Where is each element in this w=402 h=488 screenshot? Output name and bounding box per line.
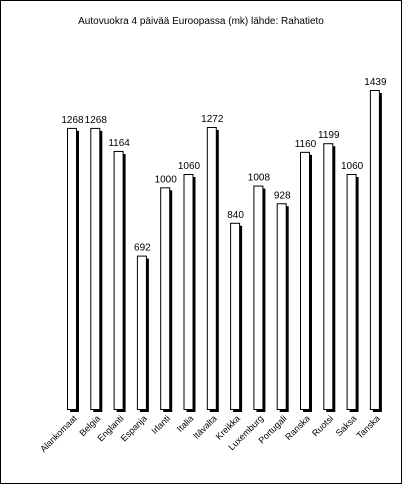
bar xyxy=(346,174,359,412)
bar xyxy=(369,90,382,412)
value-label: 928 xyxy=(274,190,291,201)
category-label: Italia xyxy=(175,413,196,434)
bar xyxy=(230,222,243,412)
bar xyxy=(253,185,266,412)
bar-face xyxy=(230,222,241,410)
value-label: 1060 xyxy=(341,161,364,172)
value-label: 1268 xyxy=(85,115,108,126)
bar-face xyxy=(90,127,101,411)
bars-layer xyxy=(67,90,382,413)
category-label: Tanska xyxy=(355,413,382,440)
bar-face xyxy=(113,150,124,411)
bar xyxy=(113,150,126,413)
category-label: Irlanti xyxy=(149,413,172,436)
value-label: 692 xyxy=(134,243,151,254)
bar xyxy=(276,203,289,412)
bar-face xyxy=(323,143,334,410)
bar xyxy=(183,174,196,412)
value-label: 1008 xyxy=(248,173,271,184)
bar xyxy=(160,187,173,412)
bar-face xyxy=(300,151,310,410)
category-label: Ruotsi xyxy=(310,413,335,438)
bar xyxy=(90,127,103,412)
category-label: Alankomaat xyxy=(38,413,79,454)
value-label: 840 xyxy=(227,210,244,221)
value-label: 1439 xyxy=(364,77,387,88)
category-label: Ranska xyxy=(283,413,312,442)
bar-face xyxy=(183,174,194,410)
bar-face xyxy=(276,203,287,410)
value-label: 1272 xyxy=(201,114,224,125)
value-label: 1164 xyxy=(108,138,130,149)
value-label: 1000 xyxy=(155,174,178,185)
bar xyxy=(136,255,149,412)
chart-title: Autovuokra 4 päivää Euroopassa (mk) lähd… xyxy=(78,16,324,27)
value-label: 1160 xyxy=(295,139,317,150)
value-label: 1199 xyxy=(318,130,340,141)
bar-face xyxy=(253,185,264,410)
bar-face xyxy=(67,127,77,411)
bar-face xyxy=(160,187,171,410)
bar xyxy=(300,151,312,413)
bar xyxy=(67,127,79,412)
value-label: 1060 xyxy=(178,161,201,172)
bar xyxy=(206,127,219,412)
bar-face xyxy=(369,90,380,410)
value-label: 1268 xyxy=(61,115,84,126)
bar-face xyxy=(206,127,217,411)
bar xyxy=(323,143,336,412)
value-labels-layer: 1268 126811646921000106012728401008928116… xyxy=(61,77,387,254)
category-label: Espanja xyxy=(119,413,149,443)
bar-face xyxy=(136,255,147,410)
bar-face xyxy=(346,174,357,410)
